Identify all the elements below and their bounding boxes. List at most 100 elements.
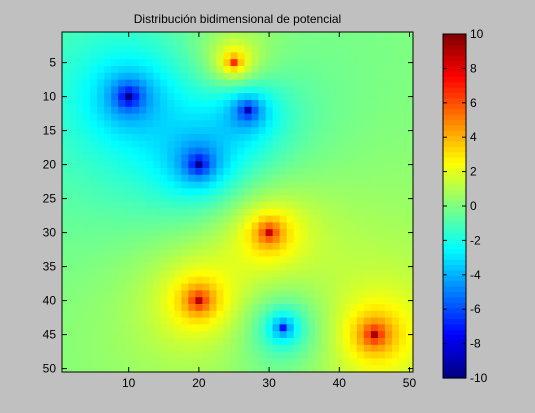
heatmap-cell: [146, 59, 154, 67]
heatmap-cell: [237, 344, 246, 353]
heatmap-cell: [181, 202, 189, 210]
colorbar-tick-label: 0: [470, 199, 477, 213]
heatmap-cell: [132, 32, 140, 40]
heatmap-cell: [132, 113, 140, 121]
heatmap-cell: [356, 249, 365, 257]
heatmap-cell: [188, 338, 196, 346]
heatmap-cell: [272, 100, 281, 108]
heatmap-cell: [104, 120, 112, 128]
heatmap-cell: [209, 365, 218, 373]
heatmap-cell: [244, 52, 253, 60]
heatmap-cell: [139, 106, 147, 115]
heatmap-cell: [118, 120, 126, 128]
heatmap-cell: [202, 249, 211, 257]
heatmap-cell: [174, 134, 182, 142]
heatmap-cell: [384, 134, 393, 142]
heatmap-cell: [237, 38, 246, 47]
heatmap-cell: [384, 168, 393, 176]
heatmap-cell: [244, 72, 253, 81]
heatmap-cell: [251, 113, 260, 121]
heatmap-cell: [146, 140, 154, 149]
heatmap-cell: [258, 270, 267, 278]
heatmap-cell: [356, 229, 365, 237]
heatmap-cell: [405, 270, 414, 278]
heatmap-cell: [181, 134, 189, 142]
heatmap-cell: [251, 161, 260, 169]
heatmap-cell: [300, 263, 309, 271]
heatmap-cell: [174, 283, 182, 291]
heatmap-cell: [209, 106, 218, 115]
heatmap-cell: [286, 106, 295, 115]
heatmap-cell: [265, 331, 274, 339]
heatmap-cell: [132, 195, 140, 203]
heatmap-cell: [195, 188, 203, 196]
heatmap-cell: [83, 66, 91, 74]
heatmap-cell: [370, 208, 379, 217]
heatmap-cell: [342, 276, 351, 285]
heatmap-cell: [363, 72, 372, 81]
heatmap-cell: [153, 161, 161, 169]
heatmap-cell: [118, 45, 126, 53]
heatmap-cell: [258, 168, 267, 176]
heatmap-cell: [300, 215, 309, 223]
heatmap-cell: [328, 32, 337, 40]
heatmap-cell: [349, 202, 358, 210]
heatmap-cell: [349, 188, 358, 196]
heatmap-cell: [391, 45, 400, 53]
heatmap-cell: [321, 365, 330, 373]
heatmap-cell: [181, 188, 189, 196]
heatmap-cell: [349, 324, 358, 332]
heatmap-cell: [216, 45, 225, 53]
heatmap-cell: [230, 174, 239, 183]
heatmap-cell: [342, 344, 351, 353]
heatmap-cell: [125, 242, 133, 251]
heatmap-cell: [258, 263, 267, 271]
colorbar-segment: [443, 243, 466, 250]
heatmap-cell: [286, 283, 295, 291]
heatmap-cell: [335, 229, 344, 237]
heatmap-cell: [307, 100, 316, 108]
heatmap-cell: [300, 256, 309, 264]
heatmap-cell: [153, 256, 161, 264]
heatmap-cell: [286, 113, 295, 121]
heatmap-cell: [97, 100, 105, 108]
heatmap-cell: [230, 161, 239, 169]
heatmap-cell: [104, 195, 112, 203]
heatmap-cell: [230, 283, 239, 291]
heatmap-cell: [111, 32, 119, 40]
heatmap-cell: [174, 304, 182, 312]
heatmap-cell: [230, 263, 239, 271]
heatmap-cell: [146, 127, 154, 135]
heatmap-cell: [118, 256, 126, 264]
heatmap-cell: [90, 66, 98, 74]
heatmap-cell: [307, 351, 316, 359]
heatmap-cell: [209, 66, 218, 74]
heatmap-cell: [391, 236, 400, 244]
heatmap-cell: [265, 147, 274, 155]
heatmap-cell: [307, 276, 316, 285]
heatmap-cell: [69, 32, 77, 40]
heatmap-cell: [272, 72, 281, 81]
heatmap-cell: [377, 168, 386, 176]
heatmap-cell: [321, 154, 330, 162]
heatmap-cell: [335, 45, 344, 53]
heatmap-cell: [83, 276, 91, 285]
heatmap-cell: [398, 256, 407, 264]
heatmap-cell: [146, 263, 154, 271]
heatmap-cell: [300, 120, 309, 128]
heatmap-cell: [69, 79, 77, 87]
heatmap-cell: [69, 208, 77, 217]
heatmap-cell: [146, 283, 154, 291]
heatmap-cell: [118, 249, 126, 257]
heatmap-cell: [251, 181, 260, 189]
heatmap-cell: [69, 59, 77, 67]
heatmap-cell: [377, 331, 386, 339]
heatmap-cell: [307, 324, 316, 332]
heatmap-cell: [258, 222, 267, 230]
heatmap-cell: [293, 358, 302, 366]
heatmap-cell: [146, 147, 154, 155]
heatmap-cell: [244, 147, 253, 155]
heatmap-cell: [398, 188, 407, 196]
heatmap-cell: [62, 120, 70, 128]
